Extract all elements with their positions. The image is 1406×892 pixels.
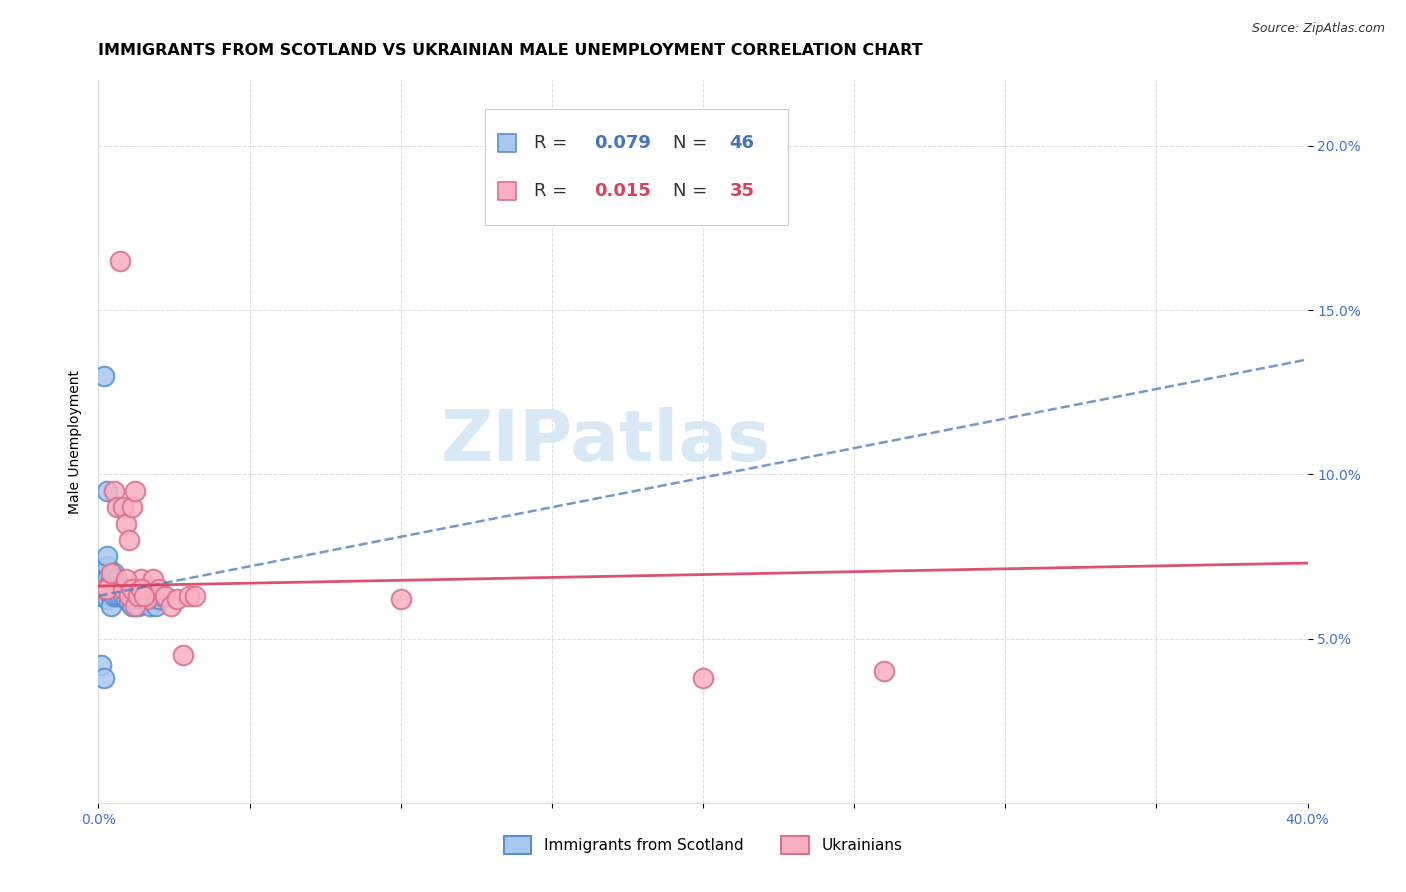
- Legend: Immigrants from Scotland, Ukrainians: Immigrants from Scotland, Ukrainians: [498, 830, 908, 860]
- Point: [135, 592, 157, 607]
- Point: [145, 599, 167, 613]
- Point: [118, 595, 141, 609]
- Point: [96, 483, 118, 498]
- Point: [153, 589, 176, 603]
- Text: R =: R =: [534, 134, 572, 153]
- Point: [139, 582, 162, 597]
- Point: [105, 582, 128, 597]
- Point: [93, 368, 115, 383]
- Point: [114, 592, 136, 607]
- Point: [96, 582, 118, 597]
- Point: [103, 483, 125, 498]
- Point: [108, 253, 131, 268]
- Text: N =: N =: [672, 182, 713, 200]
- Point: [184, 589, 207, 603]
- Point: [148, 592, 170, 607]
- Point: [90, 657, 112, 672]
- Point: [127, 582, 149, 597]
- Point: [118, 589, 141, 603]
- Point: [179, 589, 201, 603]
- Point: [96, 582, 118, 597]
- Point: [111, 500, 134, 515]
- Point: [90, 589, 112, 603]
- Text: 35: 35: [730, 182, 755, 200]
- Point: [100, 573, 122, 587]
- FancyBboxPatch shape: [485, 109, 787, 225]
- Point: [139, 599, 162, 613]
- Point: [121, 582, 143, 597]
- Point: [105, 500, 128, 515]
- Point: [111, 582, 134, 597]
- Point: [96, 573, 118, 587]
- Point: [127, 599, 149, 613]
- Point: [118, 533, 141, 547]
- Point: [129, 573, 152, 587]
- Point: [96, 592, 118, 607]
- Point: [90, 573, 112, 587]
- Point: [132, 589, 155, 603]
- Point: [100, 582, 122, 597]
- Text: ZIPatlas: ZIPatlas: [441, 407, 772, 476]
- Point: [124, 483, 146, 498]
- Point: [111, 589, 134, 603]
- Point: [129, 592, 152, 607]
- Point: [114, 516, 136, 531]
- Point: [160, 599, 183, 613]
- Text: N =: N =: [672, 134, 713, 153]
- Point: [148, 582, 170, 597]
- Point: [873, 665, 896, 679]
- Point: [103, 566, 125, 580]
- Text: 46: 46: [730, 134, 755, 153]
- Text: IMMIGRANTS FROM SCOTLAND VS UKRAINIAN MALE UNEMPLOYMENT CORRELATION CHART: IMMIGRANTS FROM SCOTLAND VS UKRAINIAN MA…: [98, 44, 924, 58]
- Point: [129, 582, 152, 597]
- Point: [127, 589, 149, 603]
- Point: [142, 592, 165, 607]
- Point: [93, 671, 115, 685]
- Point: [105, 573, 128, 587]
- Point: [100, 566, 122, 580]
- Point: [111, 582, 134, 597]
- Point: [96, 549, 118, 564]
- Point: [118, 589, 141, 603]
- Point: [124, 592, 146, 607]
- Text: 0.015: 0.015: [595, 182, 651, 200]
- Point: [108, 589, 131, 603]
- Point: [96, 559, 118, 574]
- Y-axis label: Male Unemployment: Male Unemployment: [67, 369, 82, 514]
- Point: [692, 671, 714, 685]
- Point: [121, 599, 143, 613]
- Text: 0.079: 0.079: [595, 134, 651, 153]
- Point: [150, 589, 173, 603]
- Point: [93, 582, 115, 597]
- Point: [103, 589, 125, 603]
- Text: Source: ZipAtlas.com: Source: ZipAtlas.com: [1251, 22, 1385, 36]
- Point: [93, 582, 115, 597]
- Point: [172, 648, 194, 662]
- Text: R =: R =: [534, 182, 572, 200]
- Point: [93, 589, 115, 603]
- Point: [114, 573, 136, 587]
- Point: [100, 599, 122, 613]
- Point: [108, 582, 131, 597]
- Point: [93, 579, 115, 593]
- Point: [93, 566, 115, 580]
- Point: [96, 589, 118, 603]
- Point: [142, 573, 165, 587]
- Point: [135, 589, 157, 603]
- Point: [389, 592, 412, 607]
- Point: [166, 592, 188, 607]
- Point: [103, 579, 125, 593]
- Point: [132, 589, 155, 603]
- Point: [124, 599, 146, 613]
- Point: [121, 500, 143, 515]
- Point: [90, 582, 112, 597]
- Point: [132, 592, 155, 607]
- Point: [100, 589, 122, 603]
- Point: [105, 589, 128, 603]
- Point: [93, 573, 115, 587]
